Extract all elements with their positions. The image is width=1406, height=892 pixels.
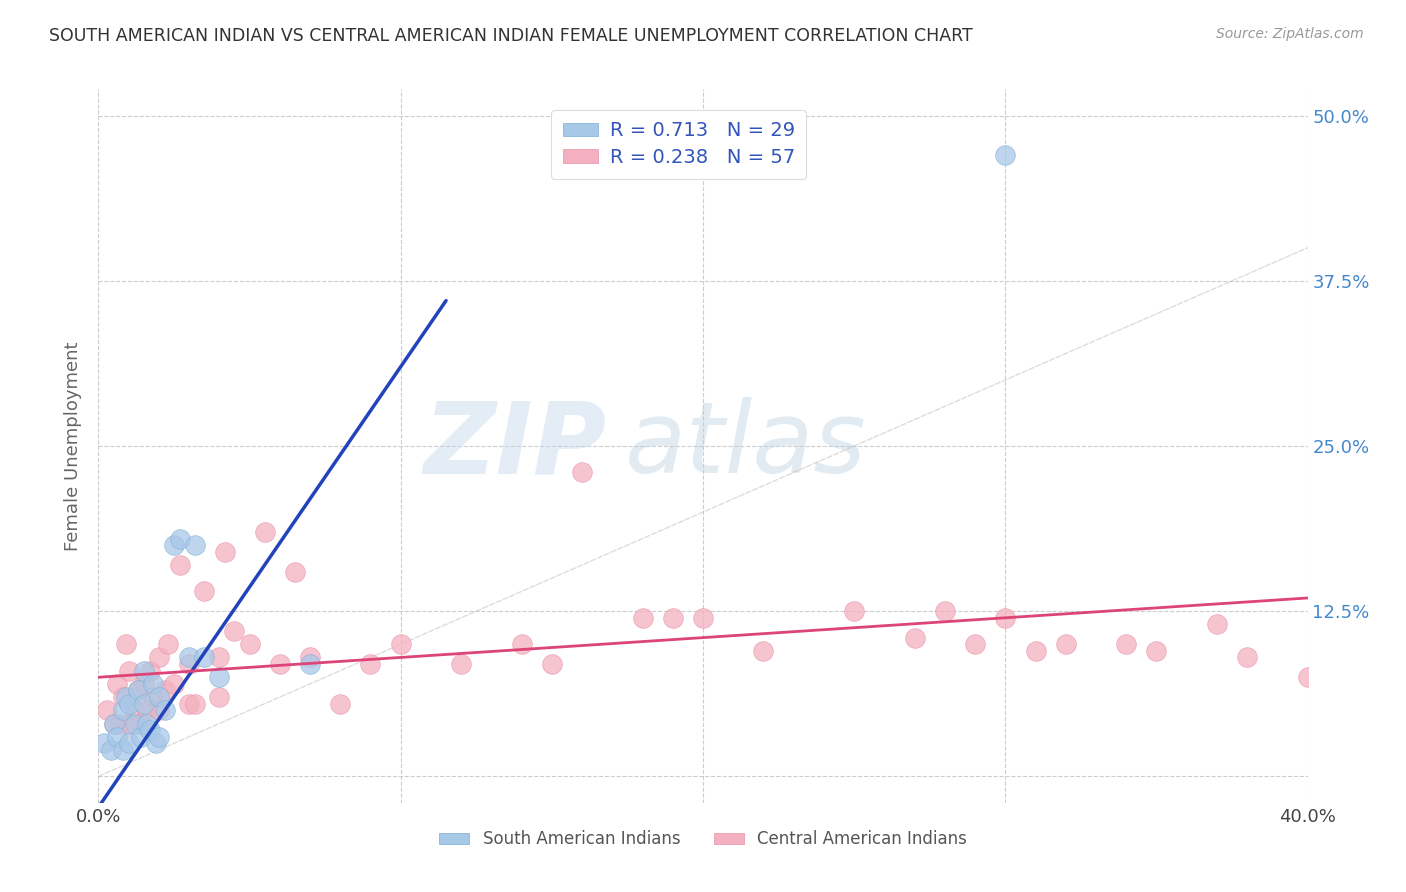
Point — [132, 664, 155, 678]
Point — [571, 466, 593, 480]
Point — [135, 703, 157, 717]
Point — [163, 538, 186, 552]
Text: atlas: atlas — [624, 398, 866, 494]
Point — [661, 611, 683, 625]
Y-axis label: Female Unemployment: Female Unemployment — [65, 342, 83, 550]
Point — [156, 637, 179, 651]
Point — [450, 657, 472, 671]
Point — [284, 565, 307, 579]
Point — [118, 736, 141, 750]
Point — [142, 677, 165, 691]
Point — [93, 736, 115, 750]
Point — [153, 683, 176, 698]
Point — [934, 604, 956, 618]
Point — [148, 703, 170, 717]
Point — [129, 730, 152, 744]
Point — [127, 683, 149, 698]
Point — [124, 703, 146, 717]
Point — [118, 716, 141, 731]
Point — [299, 650, 322, 665]
Point — [105, 677, 128, 691]
Point — [163, 677, 186, 691]
Point — [965, 637, 987, 651]
Point — [631, 611, 654, 625]
Point — [360, 657, 382, 671]
Point — [269, 657, 291, 671]
Point — [148, 650, 170, 665]
Point — [389, 637, 412, 651]
Point — [208, 650, 231, 665]
Point — [179, 657, 201, 671]
Point — [111, 703, 134, 717]
Point — [114, 690, 136, 704]
Point — [1054, 637, 1077, 651]
Point — [108, 716, 131, 731]
Point — [135, 716, 157, 731]
Point — [127, 683, 149, 698]
Point — [118, 664, 141, 678]
Point — [1115, 637, 1137, 651]
Point — [169, 558, 191, 572]
Text: ZIP: ZIP — [423, 398, 606, 494]
Point — [752, 644, 775, 658]
Point — [145, 736, 167, 750]
Point — [96, 703, 118, 717]
Point — [132, 697, 155, 711]
Point — [299, 657, 322, 671]
Point — [1236, 650, 1258, 665]
Point — [124, 716, 146, 731]
Text: Source: ZipAtlas.com: Source: ZipAtlas.com — [1216, 27, 1364, 41]
Point — [118, 697, 141, 711]
Point — [114, 637, 136, 651]
Point — [148, 690, 170, 704]
Point — [193, 650, 215, 665]
Point — [105, 730, 128, 744]
Point — [239, 637, 262, 651]
Point — [208, 690, 231, 704]
Point — [253, 524, 276, 539]
Point — [904, 631, 927, 645]
Point — [540, 657, 562, 671]
Point — [1024, 644, 1046, 658]
Point — [224, 624, 246, 638]
Point — [139, 723, 162, 738]
Point — [193, 584, 215, 599]
Point — [1206, 617, 1229, 632]
Point — [692, 611, 714, 625]
Point — [132, 677, 155, 691]
Point — [510, 637, 533, 651]
Legend: South American Indians, Central American Indians: South American Indians, Central American… — [433, 824, 973, 855]
Point — [208, 670, 231, 684]
Point — [179, 650, 201, 665]
Point — [148, 730, 170, 744]
Point — [994, 611, 1017, 625]
Point — [184, 538, 207, 552]
Point — [1144, 644, 1167, 658]
Point — [844, 604, 866, 618]
Point — [100, 743, 122, 757]
Point — [139, 664, 162, 678]
Point — [111, 743, 134, 757]
Point — [169, 532, 191, 546]
Point — [1296, 670, 1319, 684]
Point — [179, 697, 201, 711]
Point — [103, 716, 125, 731]
Point — [129, 716, 152, 731]
Point — [214, 545, 236, 559]
Point — [184, 697, 207, 711]
Point — [142, 690, 165, 704]
Point — [329, 697, 352, 711]
Point — [153, 703, 176, 717]
Point — [994, 148, 1017, 162]
Point — [111, 690, 134, 704]
Text: SOUTH AMERICAN INDIAN VS CENTRAL AMERICAN INDIAN FEMALE UNEMPLOYMENT CORRELATION: SOUTH AMERICAN INDIAN VS CENTRAL AMERICA… — [49, 27, 973, 45]
Point — [103, 716, 125, 731]
